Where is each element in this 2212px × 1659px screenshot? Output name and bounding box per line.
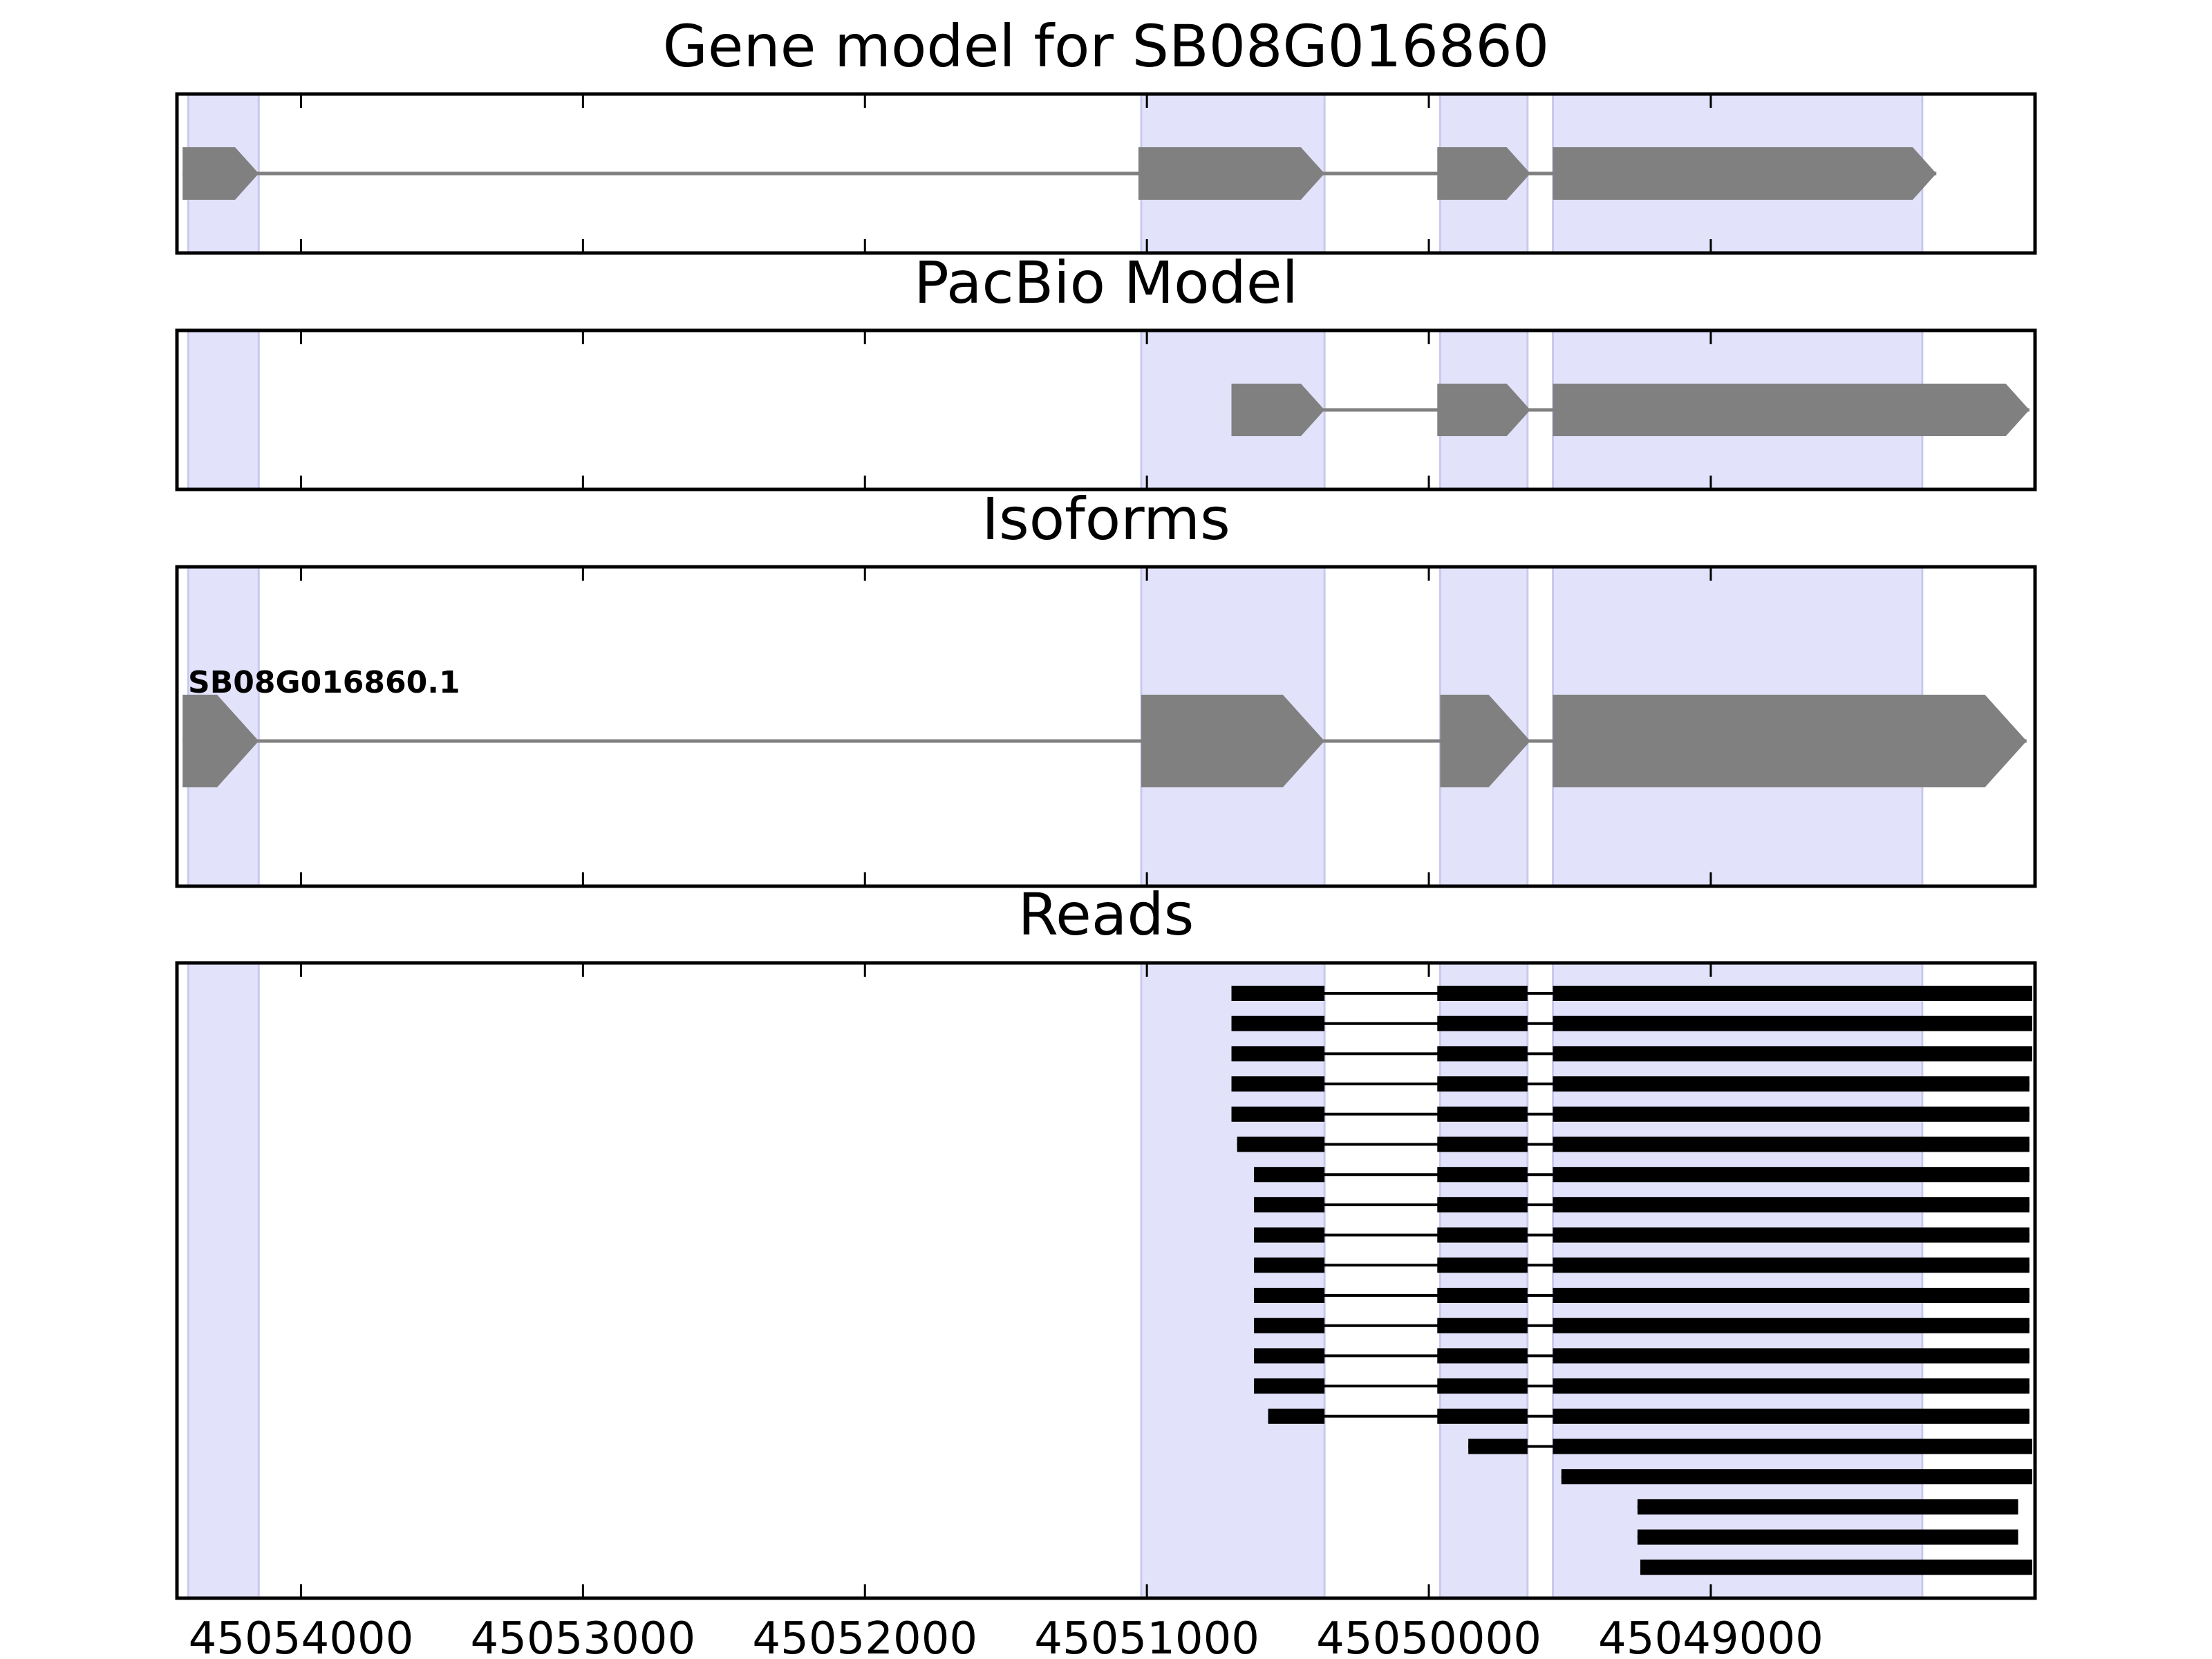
read-block: [1254, 1197, 1325, 1212]
read-block: [1553, 1136, 2030, 1152]
marks-layer: [182, 147, 2032, 1575]
read-block: [1553, 1348, 2030, 1364]
exon-shade-band: [187, 329, 260, 491]
read-block: [1553, 1015, 2032, 1031]
read-block: [1437, 1136, 1528, 1152]
read-block: [1254, 1318, 1325, 1333]
pacbio-model-exon: [1231, 384, 1325, 436]
read-block: [1553, 1167, 2030, 1183]
isoforms-title: Isoforms: [982, 485, 1230, 553]
read-block: [1437, 1257, 1528, 1273]
read-block: [1553, 1227, 2030, 1243]
read-block: [1553, 986, 2032, 1001]
background-layer: [187, 93, 1924, 1600]
isoform-label: SB08G016860.1: [188, 665, 460, 700]
panel-frame: [175, 328, 2037, 491]
pacbio-model-exon: [1553, 384, 2030, 436]
read-block: [1553, 1106, 2030, 1122]
x-tick-label: 45050000: [1316, 1613, 1541, 1659]
x-tick-label: 45054000: [189, 1613, 414, 1659]
read-block: [1231, 986, 1325, 1001]
read-block: [1561, 1469, 2032, 1485]
x-tick-label: 45052000: [752, 1613, 977, 1659]
read-block: [1437, 1076, 1528, 1092]
frames-layer: [175, 92, 2037, 1600]
read-block: [1437, 986, 1528, 1001]
read-block: [1437, 1348, 1528, 1364]
read-block: [1437, 1227, 1528, 1243]
read-block: [1437, 1167, 1528, 1183]
read-block: [1553, 1257, 2030, 1273]
exon-shade-band: [1140, 962, 1326, 1600]
read-block: [1553, 1288, 2030, 1303]
read-block: [1437, 1106, 1528, 1122]
read-block: [1231, 1015, 1325, 1031]
read-block: [1553, 1438, 2032, 1454]
read-block: [1254, 1227, 1325, 1243]
read-block: [1437, 1197, 1528, 1212]
isoform-exon: [1141, 695, 1325, 787]
read-block: [1268, 1408, 1325, 1424]
gene-model-title: Gene model for SB08G016860: [663, 12, 1549, 80]
panel-frame: [175, 961, 2037, 1600]
read-block: [1237, 1136, 1325, 1152]
pacbio-model-exon: [1437, 384, 1530, 436]
read-block: [1553, 1378, 2030, 1394]
isoform-exon: [182, 695, 259, 787]
read-block: [1254, 1167, 1325, 1183]
read-block: [1437, 1288, 1528, 1303]
read-block: [1637, 1529, 2018, 1545]
exon-shade-band: [187, 962, 260, 1600]
pacbio-model-title: PacBio Model: [914, 249, 1298, 317]
panel-frame: [175, 565, 2037, 888]
read-block: [1231, 1046, 1325, 1062]
x-tick-label: 45049000: [1598, 1613, 1824, 1659]
x-tick-label: 45053000: [470, 1613, 695, 1659]
reads-title: Reads: [1018, 881, 1194, 948]
exon-shade-band: [1438, 962, 1529, 1600]
read-block: [1437, 1046, 1528, 1062]
read-block: [1640, 1559, 2032, 1575]
read-block: [1254, 1378, 1325, 1394]
read-block: [1553, 1076, 2030, 1092]
read-block: [1231, 1106, 1325, 1122]
read-block: [1437, 1378, 1528, 1394]
read-block: [1437, 1318, 1528, 1333]
read-block: [1553, 1408, 2030, 1424]
gene-model-exon: [182, 147, 259, 200]
read-block: [1254, 1348, 1325, 1364]
isoform-exon: [1553, 695, 2027, 787]
read-block: [1553, 1197, 2030, 1212]
isoform-exon: [1440, 695, 1530, 787]
read-block: [1553, 1318, 2030, 1333]
read-block: [1254, 1288, 1325, 1303]
panel-frame: [175, 92, 2037, 255]
read-block: [1254, 1257, 1325, 1273]
gene-model-exon: [1138, 147, 1325, 200]
gene-model-exon: [1437, 147, 1530, 200]
read-block: [1437, 1408, 1528, 1424]
read-block: [1553, 1046, 2032, 1062]
text-layer: Gene model for SB08G016860 PacBio Model …: [188, 12, 1824, 1659]
gene-model-exon: [1553, 147, 1937, 200]
x-tick-label: 45051000: [1034, 1613, 1259, 1659]
read-block: [1468, 1438, 1528, 1454]
read-block: [1637, 1499, 2018, 1515]
read-block: [1437, 1015, 1528, 1031]
read-block: [1231, 1076, 1325, 1092]
